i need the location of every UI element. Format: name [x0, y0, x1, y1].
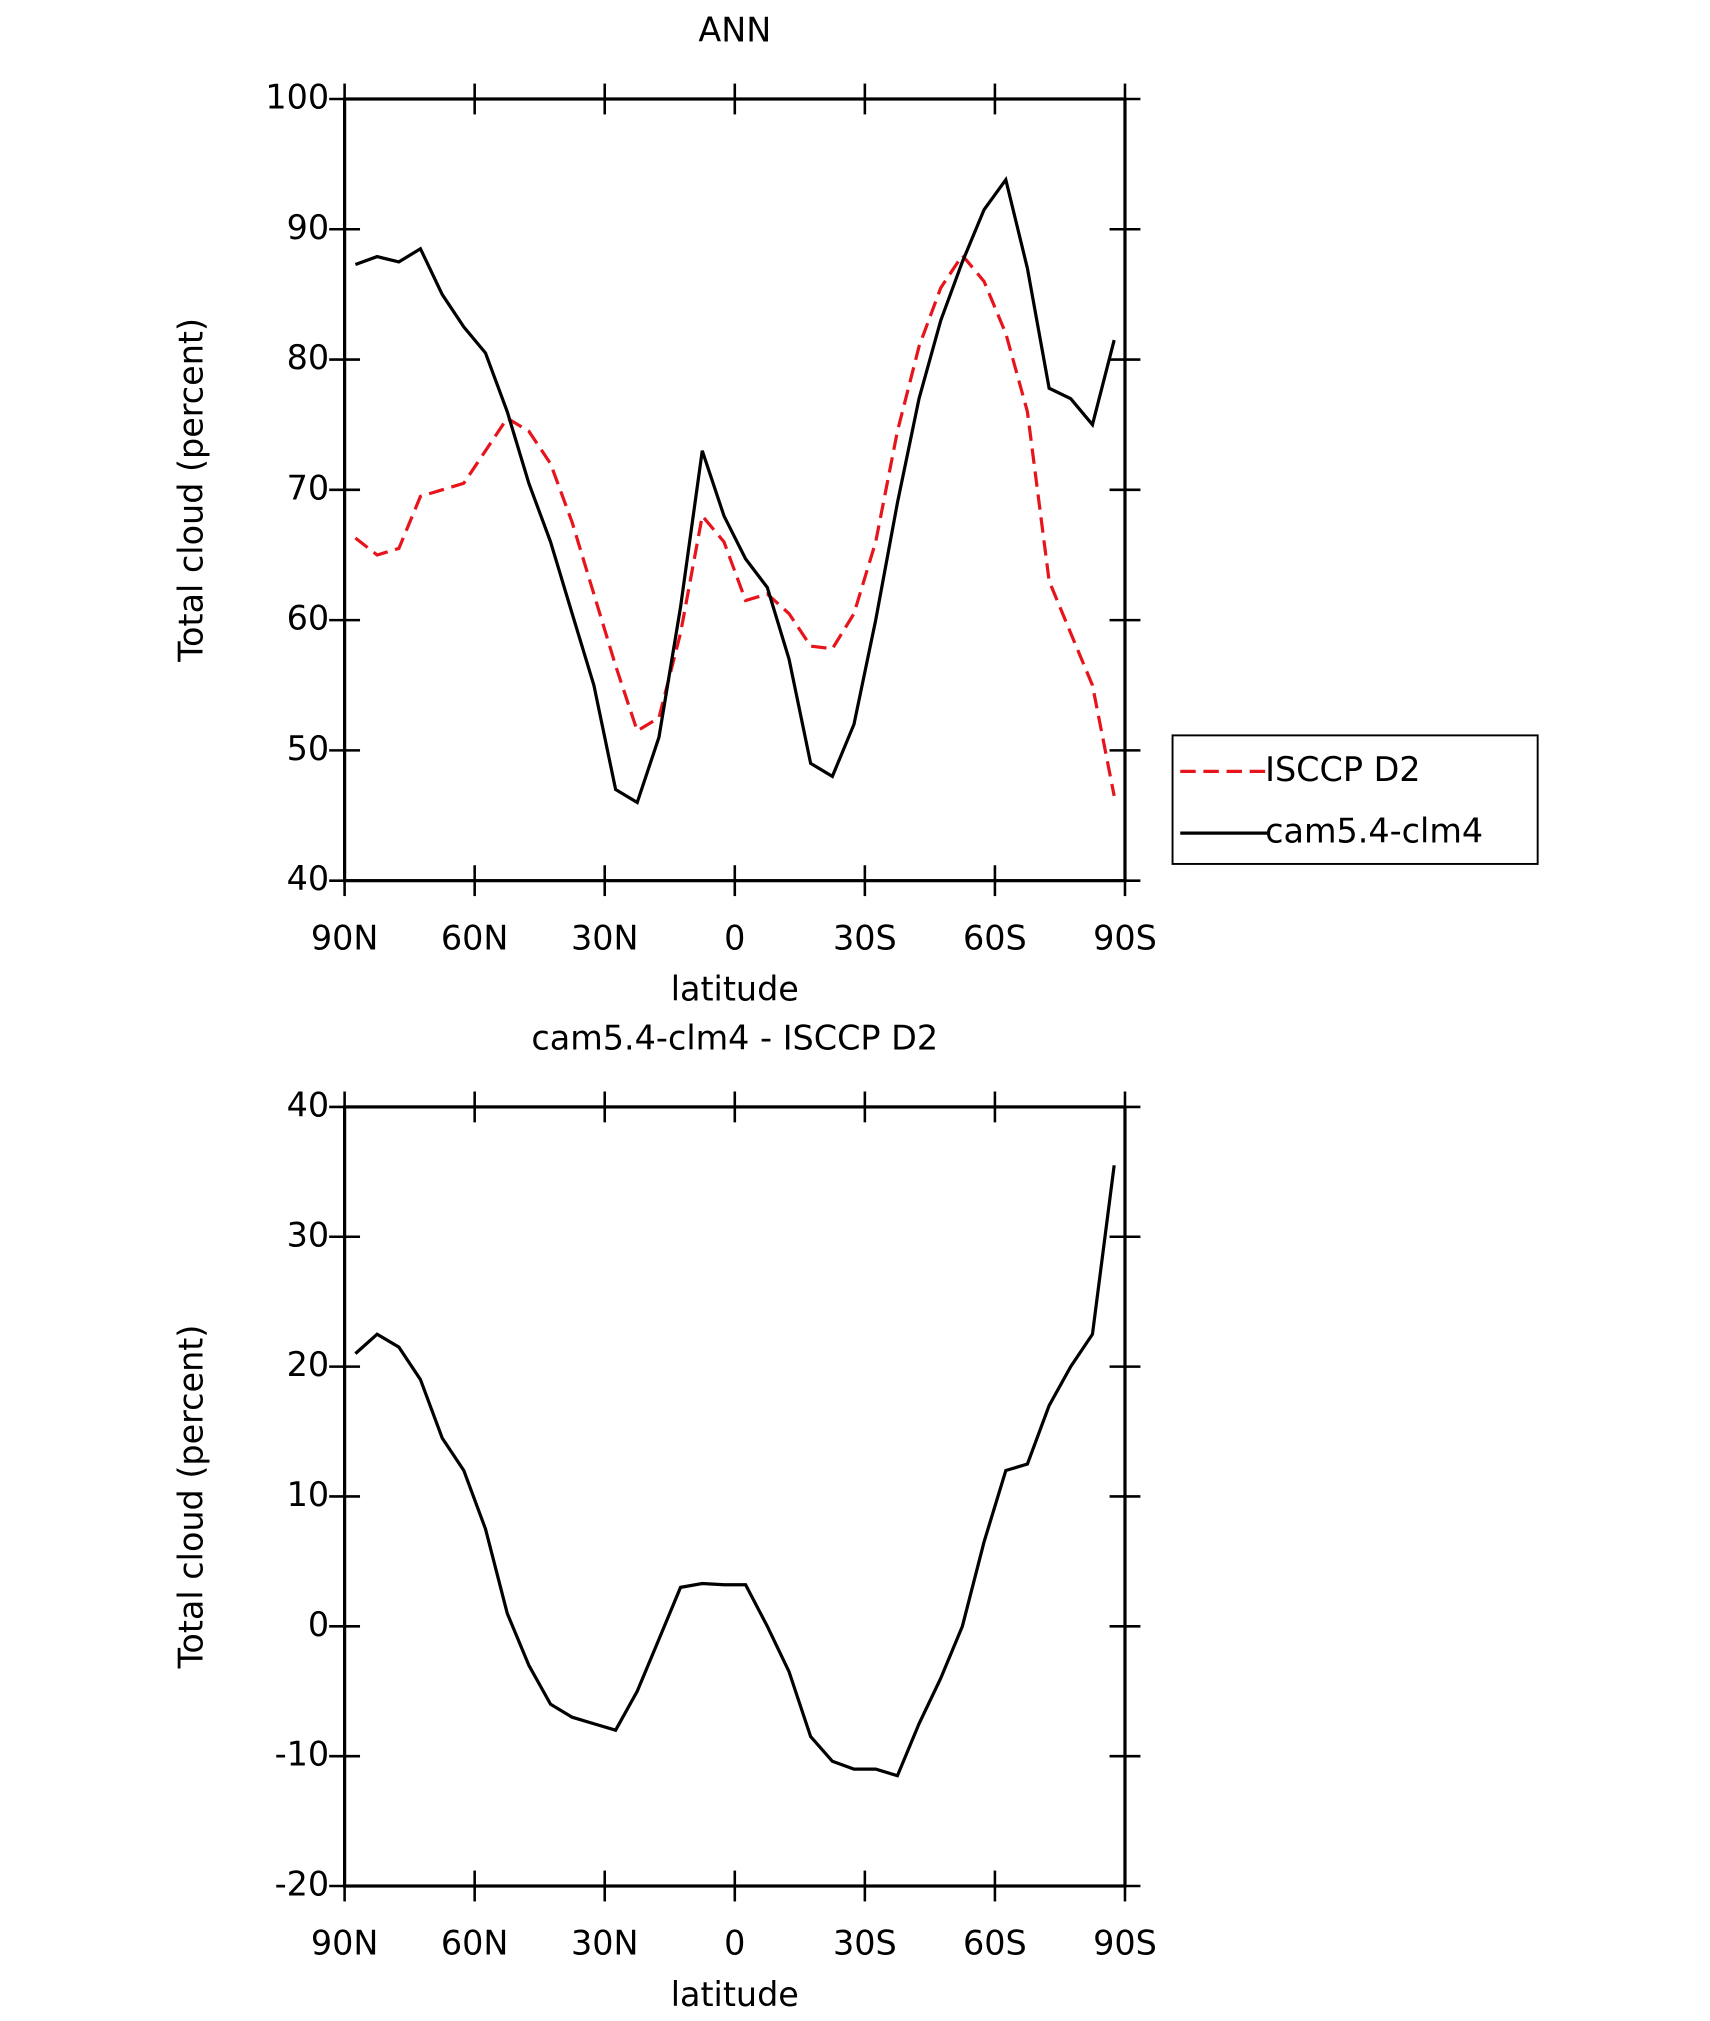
y-axis-label: Total cloud (percent): [171, 1325, 210, 1670]
chart-title: cam5.4-clm4 - ISCCP D2: [531, 1019, 938, 1058]
y-tick-label: 70: [287, 468, 330, 507]
chart-title: ANN: [698, 11, 771, 50]
legend-label: cam5.4-clm4: [1265, 812, 1483, 851]
x-axis-label: latitude: [671, 970, 799, 1009]
legend-label: ISCCP D2: [1265, 750, 1420, 789]
y-tick-label: 90: [287, 208, 330, 247]
y-axis-label: Total cloud (percent): [171, 318, 210, 663]
data-line: [354, 252, 1116, 797]
y-tick-label: 60: [287, 599, 330, 638]
x-tick-label: 30N: [571, 918, 639, 957]
y-tick-label: 20: [287, 1345, 330, 1384]
y-tick-label: 80: [287, 338, 330, 377]
plot-frame: [343, 1105, 1127, 1888]
y-tick-label: 40: [287, 1085, 330, 1124]
x-tick-label: 0: [724, 918, 745, 957]
y-tick-label: -10: [275, 1735, 330, 1774]
x-axis-label: latitude: [671, 1975, 799, 2014]
y-tick-label: 100: [265, 77, 329, 116]
x-tick-label: 30S: [833, 918, 897, 957]
x-tick-label: 0: [724, 1924, 745, 1963]
x-tick-label: 30N: [571, 1924, 639, 1963]
x-tick-label: 60N: [441, 918, 509, 957]
x-tick-label: 60S: [963, 918, 1027, 957]
legend-box: [1171, 734, 1539, 865]
x-tick-label: 90N: [311, 1924, 379, 1963]
data-line: [354, 1165, 1116, 1778]
x-tick-label: 60S: [963, 1924, 1027, 1963]
x-tick-label: 90N: [311, 918, 379, 957]
y-tick-label: 30: [287, 1215, 330, 1254]
data-line: [354, 175, 1116, 805]
y-tick-label: 50: [287, 729, 330, 768]
plot-frame: [343, 97, 1127, 883]
x-tick-label: 90S: [1093, 918, 1157, 957]
x-tick-label: 90S: [1093, 1924, 1157, 1963]
y-tick-label: 40: [287, 859, 330, 898]
y-tick-label: 10: [287, 1475, 330, 1514]
y-tick-label: -20: [275, 1865, 330, 1904]
x-tick-label: 60N: [441, 1924, 509, 1963]
x-tick-label: 30S: [833, 1924, 897, 1963]
y-tick-label: 0: [308, 1605, 329, 1644]
